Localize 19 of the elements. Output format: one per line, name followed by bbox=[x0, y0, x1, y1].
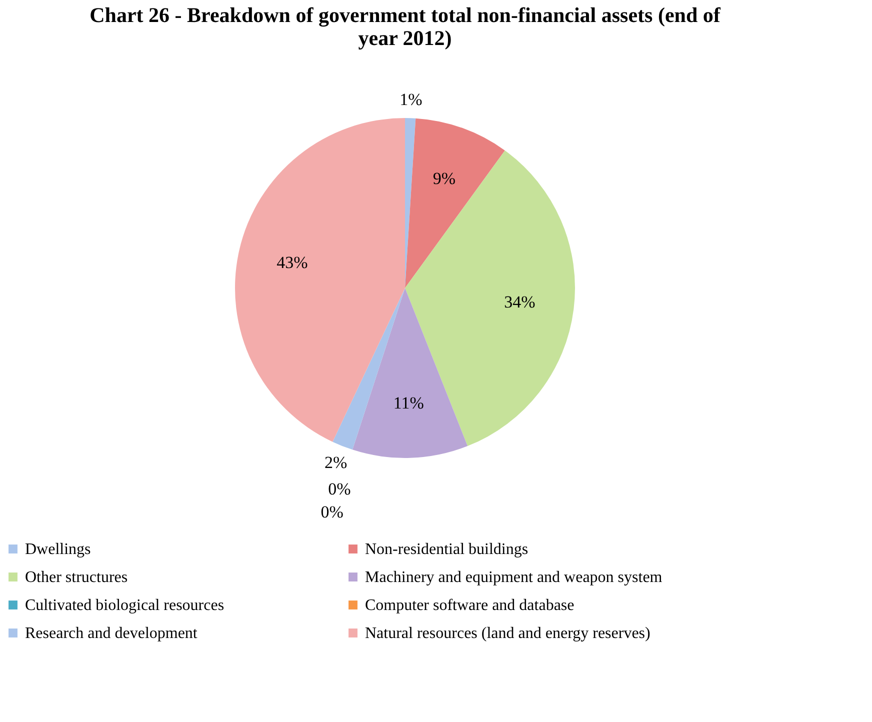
data-label: 34% bbox=[504, 292, 536, 312]
legend-label: Cultivated biological resources bbox=[25, 597, 224, 614]
legend-label: Non-residential buildings bbox=[365, 541, 528, 558]
chart-title: Chart 26 - Breakdown of government total non-financial assets (end of year 2012) bbox=[90, 3, 722, 50]
data-label: 1% bbox=[400, 90, 422, 110]
data-label: 11% bbox=[393, 394, 424, 413]
legend-label: Machinery and equipment and weapon system bbox=[365, 569, 663, 586]
legend-label: Computer software and database bbox=[365, 597, 574, 614]
legend-label: Research and development bbox=[25, 625, 198, 642]
data-label: 9% bbox=[432, 169, 456, 188]
legend-label: Other structures bbox=[25, 569, 128, 586]
pie-slice bbox=[405, 118, 505, 288]
data-label: 2% bbox=[324, 452, 348, 472]
text: 0% bbox=[320, 502, 344, 522]
pie-slice bbox=[352, 288, 468, 458]
legend-label: Natural resources (land and energy reserves) bbox=[365, 625, 650, 642]
legend-label: Dwellings bbox=[25, 541, 91, 558]
data-label: 43% bbox=[276, 252, 308, 272]
text: 0% bbox=[328, 480, 351, 499]
